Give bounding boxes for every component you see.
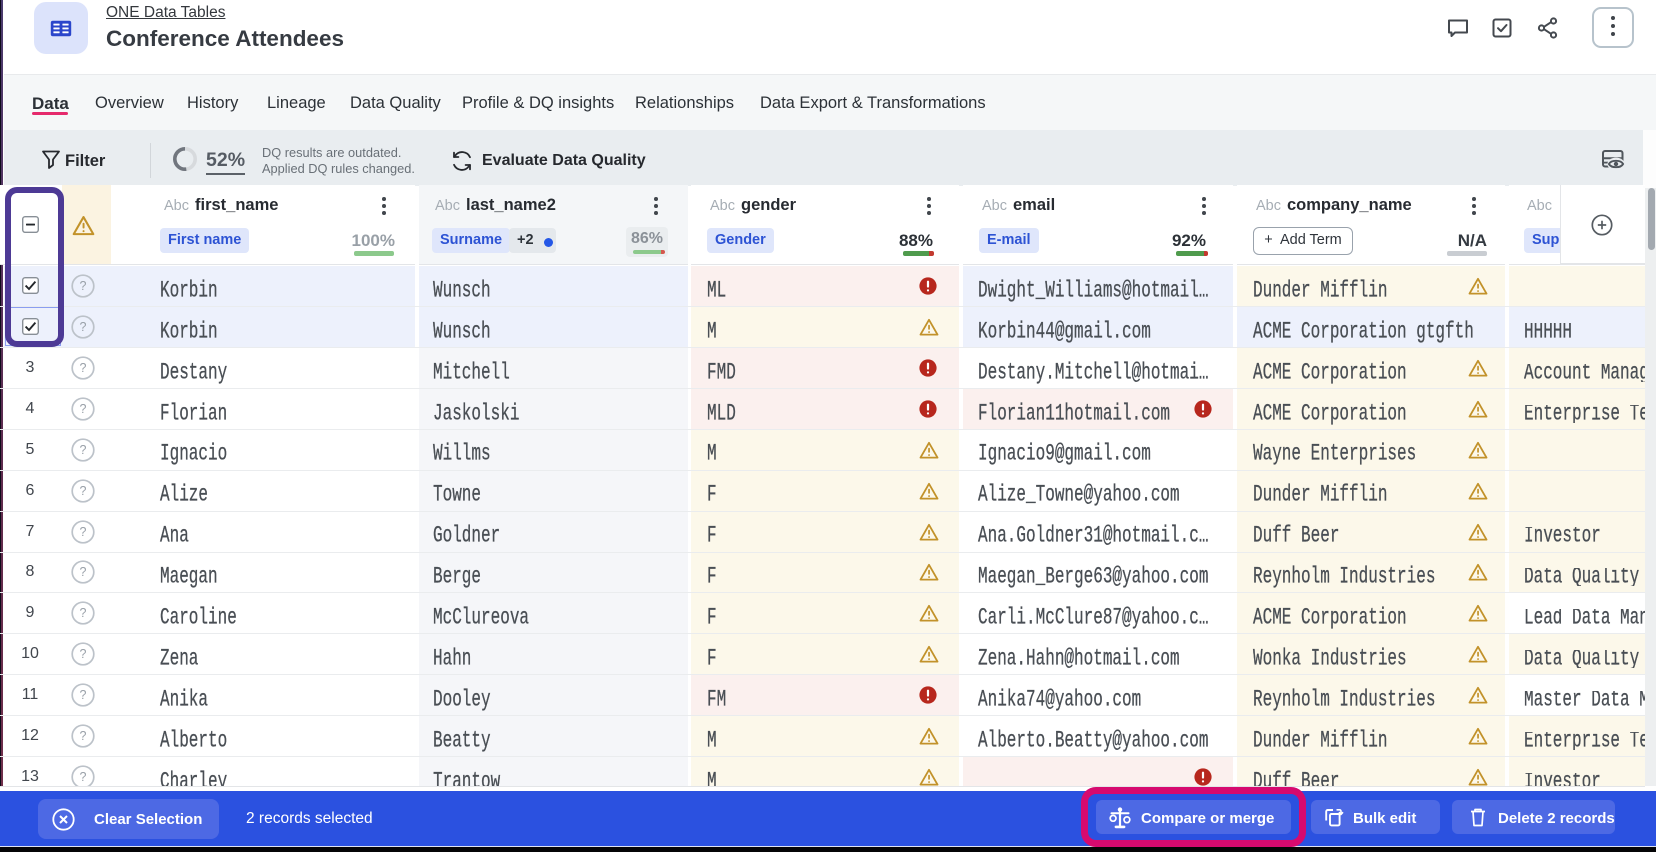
- svg-text:?: ?: [80, 361, 87, 375]
- svg-text:?: ?: [80, 484, 87, 498]
- svg-text:?: ?: [80, 688, 87, 702]
- svg-text:?: ?: [80, 607, 87, 621]
- svg-text:?: ?: [80, 525, 87, 539]
- svg-text:?: ?: [80, 648, 87, 662]
- svg-text:?: ?: [80, 320, 87, 334]
- svg-text:?: ?: [80, 566, 87, 580]
- svg-text:?: ?: [80, 402, 87, 416]
- svg-text:?: ?: [80, 729, 87, 743]
- svg-text:?: ?: [80, 443, 87, 457]
- svg-text:?: ?: [80, 279, 87, 293]
- svg-text:?: ?: [80, 770, 87, 784]
